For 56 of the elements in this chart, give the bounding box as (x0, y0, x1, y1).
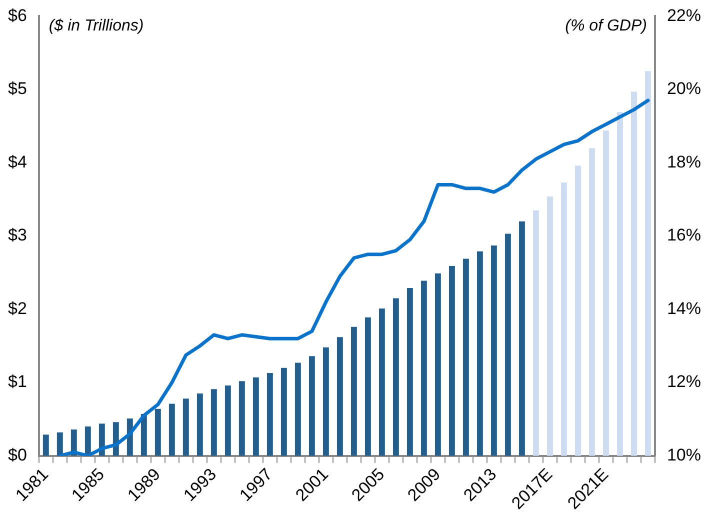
bar (56, 432, 63, 456)
y-tick-label: $3 (8, 226, 27, 245)
bar (630, 92, 637, 456)
bar (210, 389, 217, 456)
bar (350, 326, 357, 456)
y2-tick-label: 20% (666, 79, 702, 98)
bar (518, 221, 525, 456)
bar (182, 398, 189, 456)
bar (280, 368, 287, 456)
y-tick-label: $5 (8, 79, 27, 98)
y-tick-label: $6 (8, 6, 27, 25)
y2-tick-label: 14% (666, 298, 702, 318)
bar (504, 234, 511, 456)
y-axis-title: ($ in Trillions) (48, 18, 144, 35)
y2-tick-label: 22% (666, 6, 702, 25)
bar (602, 130, 609, 456)
bar (588, 148, 595, 456)
bar (154, 408, 161, 456)
bar (84, 426, 91, 456)
bar (476, 251, 483, 456)
y2-tick-label: 12% (666, 372, 702, 392)
bar (266, 373, 273, 456)
bar (560, 182, 567, 456)
y-tick-label: $0 (8, 446, 27, 465)
bar (336, 337, 343, 456)
bar (490, 246, 497, 456)
bar (448, 266, 455, 456)
bar (196, 394, 203, 456)
bar (434, 273, 441, 456)
bar (322, 347, 329, 456)
y2-tick-label: 10% (666, 446, 702, 465)
y2-axis-title: (% of GDP) (565, 18, 647, 35)
bar (364, 317, 371, 456)
bar (378, 308, 385, 456)
bar (140, 414, 147, 456)
y-tick-label: $2 (8, 298, 27, 318)
bar (224, 385, 231, 456)
bar (462, 258, 469, 456)
y-tick-label: $4 (8, 152, 27, 172)
bar (308, 356, 315, 456)
y2-tick-label: 18% (666, 152, 702, 172)
bar (238, 381, 245, 456)
bar (406, 288, 413, 456)
y-tick-label: $1 (8, 372, 27, 392)
bar (645, 71, 651, 456)
bar (168, 404, 175, 456)
bar (42, 434, 49, 456)
bar (252, 377, 259, 456)
bar (392, 298, 399, 456)
y2-tick-label: 16% (666, 226, 702, 245)
bar (532, 210, 539, 456)
bar (616, 112, 623, 456)
bar (546, 196, 553, 456)
bar (574, 166, 581, 456)
bar (294, 362, 301, 456)
bar (420, 280, 427, 456)
